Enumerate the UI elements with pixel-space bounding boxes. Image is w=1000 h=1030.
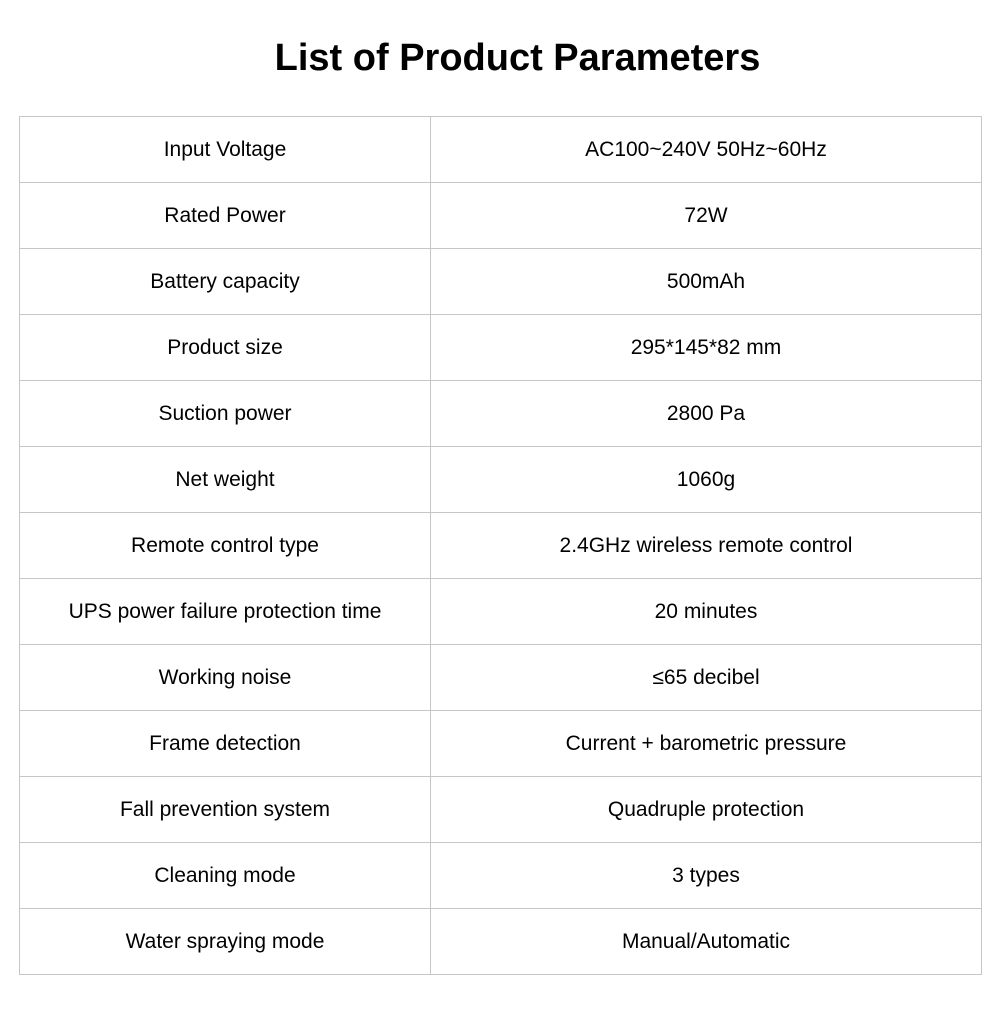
page-title: List of Product Parameters <box>274 37 761 79</box>
parameter-value: 72W <box>430 182 982 249</box>
parameter-label: Working noise <box>19 644 431 711</box>
parameter-value: Manual/Automatic <box>430 908 982 975</box>
table-row: Working noise ≤65 decibel <box>19 644 982 711</box>
parameter-label: Input Voltage <box>19 116 431 183</box>
table-row: Input Voltage AC100~240V 50Hz~60Hz <box>19 116 982 183</box>
parameter-label: Frame detection <box>19 710 431 777</box>
parameter-label: Rated Power <box>19 182 431 249</box>
table-row: UPS power failure protection time 20 minu… <box>19 578 982 645</box>
table-row: Remote control type 2.4GHz wireless remot… <box>19 512 982 579</box>
parameter-value: Current + barometric pressure <box>430 710 982 777</box>
table-row: Frame detection Current + barometric pres… <box>19 710 982 777</box>
parameter-value: 1060g <box>430 446 982 513</box>
parameter-label: Net weight <box>19 446 431 513</box>
parameter-label: Water spraying mode <box>19 908 431 975</box>
parameter-value: AC100~240V 50Hz~60Hz <box>430 116 982 183</box>
table-row: Rated Power 72W <box>19 182 982 249</box>
table-row: Fall prevention system Quadruple protecti… <box>19 776 982 843</box>
parameter-label: Battery capacity <box>19 248 431 315</box>
table-row: Water spraying mode Manual/Automatic <box>19 908 982 975</box>
table-row: Suction power 2800 Pa <box>19 380 982 447</box>
parameter-label: Cleaning mode <box>19 842 431 909</box>
parameter-value: 3 types <box>430 842 982 909</box>
parameter-label: Product size <box>19 314 431 381</box>
table-row: Cleaning mode 3 types <box>19 842 982 909</box>
table-row: Product size 295*145*82 mm <box>19 314 982 381</box>
parameter-value: Quadruple protection <box>430 776 982 843</box>
table-row: Battery capacity 500mAh <box>19 248 982 315</box>
parameter-value: 20 minutes <box>430 578 982 645</box>
parameter-value: 295*145*82 mm <box>430 314 982 381</box>
parameter-value: 2800 Pa <box>430 380 982 447</box>
parameter-value: 2.4GHz wireless remote control <box>430 512 982 579</box>
parameter-label: Suction power <box>19 380 431 447</box>
parameter-label: Fall prevention system <box>19 776 431 843</box>
parameter-label: UPS power failure protection time <box>19 578 431 645</box>
parameter-value: 500mAh <box>430 248 982 315</box>
table-row: Net weight 1060g <box>19 446 982 513</box>
parameter-label: Remote control type <box>19 512 431 579</box>
parameter-value: ≤65 decibel <box>430 644 982 711</box>
parameters-table: Input Voltage AC100~240V 50Hz~60Hz Rated P… <box>19 116 982 975</box>
